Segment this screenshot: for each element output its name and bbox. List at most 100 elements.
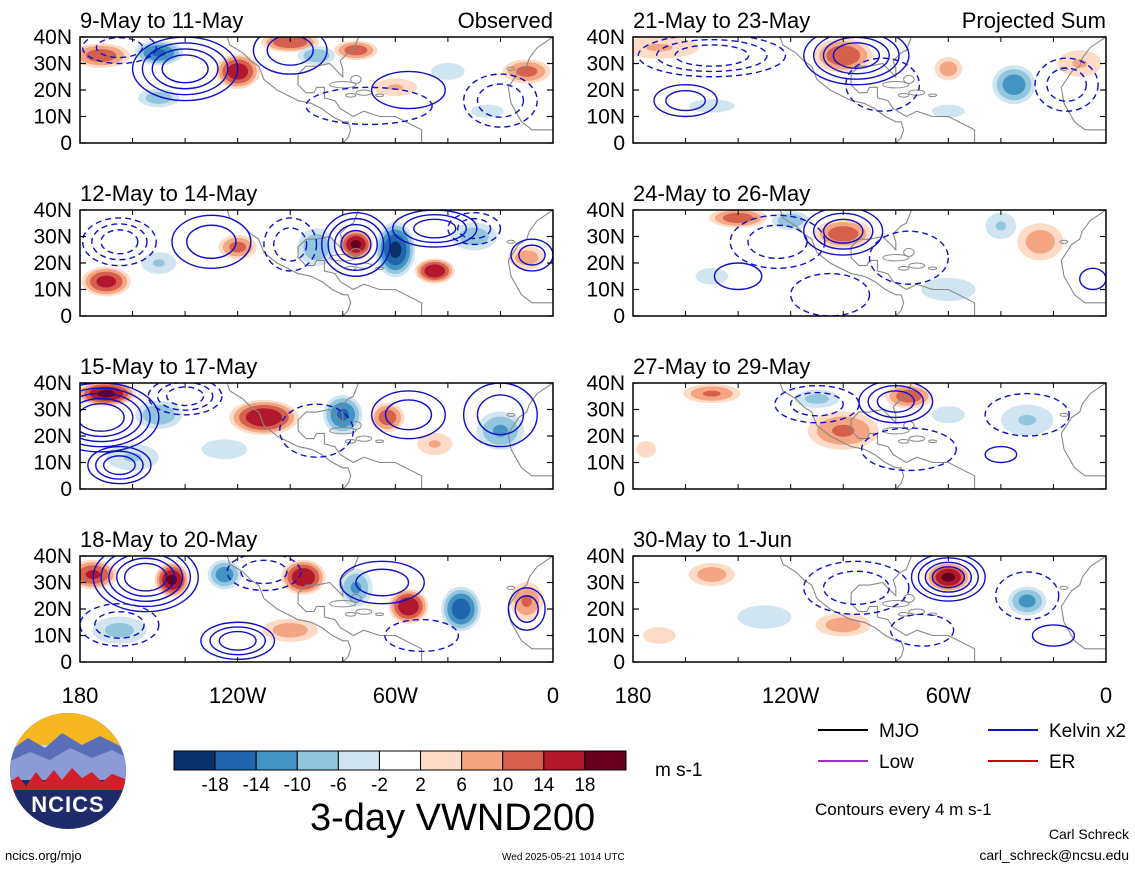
contour-line xyxy=(92,556,199,613)
panel-date-label: 21-May to 23-May xyxy=(633,8,810,33)
contour-line xyxy=(161,54,209,84)
kelvin-contour-negative xyxy=(462,73,538,128)
contour-line xyxy=(384,399,433,431)
panel-tag: Projected Sum xyxy=(962,8,1106,33)
contour-line xyxy=(653,83,718,118)
site-link[interactable]: ncics.org/mjo xyxy=(5,848,82,863)
shade-level xyxy=(470,104,504,118)
shade-level xyxy=(424,264,446,278)
island xyxy=(375,612,385,617)
contour-line xyxy=(803,210,884,256)
shade-level xyxy=(350,239,362,249)
y-tick-label: 40N xyxy=(586,26,625,49)
shade-level xyxy=(123,452,142,462)
y-tick-label: 40N xyxy=(33,26,72,49)
y-tick-label: 30N xyxy=(33,399,72,422)
legend-label: MJO xyxy=(879,721,919,742)
colorbar-bin xyxy=(378,750,422,771)
units-label: m s-1 xyxy=(655,760,703,781)
kelvin-contour-negative xyxy=(637,37,787,78)
anomaly-blob xyxy=(992,65,1036,105)
y-tick-label: 30N xyxy=(586,53,625,76)
shade-level xyxy=(645,43,673,52)
kelvin-contour-negative xyxy=(384,618,460,653)
panel-3: 40N 30N 20N 10N 0 24-May to 26-May xyxy=(586,181,1107,328)
colorbar-bin xyxy=(584,750,627,771)
y-tick-label: 30N xyxy=(33,53,72,76)
anomaly-blob xyxy=(414,258,455,284)
y-tick-label: 40N xyxy=(586,545,625,568)
shade-level xyxy=(931,406,966,424)
island xyxy=(928,93,938,98)
anomaly-blob xyxy=(508,246,546,270)
shade-level xyxy=(96,275,117,288)
kelvin-contour-positive xyxy=(87,445,152,485)
contour-line xyxy=(984,392,1070,437)
y-tick-label: 30N xyxy=(33,226,72,249)
contour-line xyxy=(803,37,910,86)
contour-line xyxy=(151,48,219,90)
kelvin-contour-negative xyxy=(868,230,950,285)
y-tick-label: 10N xyxy=(586,452,625,475)
y-tick-label: 20N xyxy=(586,79,625,102)
island xyxy=(344,92,357,98)
anomaly-blob xyxy=(339,568,373,607)
panel-date-label: 9-May to 11-May xyxy=(80,8,243,33)
colorbar-tick-label: -6 xyxy=(330,775,347,796)
x-tick-label: 120W xyxy=(209,683,267,708)
anomaly-blob xyxy=(695,268,729,285)
y-tick-label: 0 xyxy=(60,478,72,501)
contour-line xyxy=(789,391,844,417)
island xyxy=(928,439,938,444)
coastline xyxy=(211,383,423,489)
contour-line xyxy=(984,445,1018,464)
coastline xyxy=(507,556,553,650)
shade-level xyxy=(695,268,729,285)
contour-line xyxy=(392,210,478,248)
panel-2: 40N 30N 20N 10N 0 12-May to 14-May xyxy=(33,181,554,328)
colorbar-tick-label: -18 xyxy=(201,775,228,796)
colorbar-bin xyxy=(337,750,380,771)
contour-line xyxy=(910,556,986,602)
kelvin-contour-positive xyxy=(507,587,546,631)
island xyxy=(506,66,516,71)
island xyxy=(355,435,373,442)
island xyxy=(882,81,910,89)
anomaly-blob xyxy=(1017,223,1064,261)
kelvin-contour-positive xyxy=(462,383,538,448)
anomaly-blob xyxy=(737,605,792,629)
anomaly-blob xyxy=(688,562,735,587)
kelvin-contour-positive xyxy=(80,383,160,453)
y-tick-label: 20N xyxy=(586,425,625,448)
contour-line xyxy=(507,587,546,631)
shade-level xyxy=(722,212,754,224)
anomaly-blob xyxy=(1000,404,1054,436)
kelvin-contour-negative xyxy=(984,392,1070,437)
colorbar-tick-label: 10 xyxy=(492,775,513,796)
contour-line xyxy=(860,427,957,472)
contour-line xyxy=(171,214,252,270)
anomaly-blob xyxy=(709,210,768,228)
kelvin-contour-positive xyxy=(392,210,478,248)
kelvin-contour-negative xyxy=(994,571,1060,621)
y-tick-label: 0 xyxy=(613,305,625,328)
kelvin-contour-negative xyxy=(447,211,502,246)
island xyxy=(903,74,915,84)
contour-line xyxy=(803,560,910,615)
panel-date-label: 27-May to 29-May xyxy=(633,354,810,379)
island xyxy=(344,438,357,444)
contour-line xyxy=(514,595,539,623)
island xyxy=(897,92,910,98)
contour-line xyxy=(102,455,136,476)
shade-level xyxy=(941,572,956,582)
shade-level xyxy=(931,104,965,118)
contour-line xyxy=(876,390,915,413)
contour-line xyxy=(240,559,288,585)
contour-line xyxy=(1046,67,1087,102)
island xyxy=(1059,239,1069,244)
contour-line xyxy=(339,560,425,605)
kelvin-contour-positive xyxy=(653,83,718,118)
credit-name: Carl Schreck xyxy=(1048,826,1129,842)
island xyxy=(329,600,357,608)
anomaly-blob xyxy=(815,613,871,637)
